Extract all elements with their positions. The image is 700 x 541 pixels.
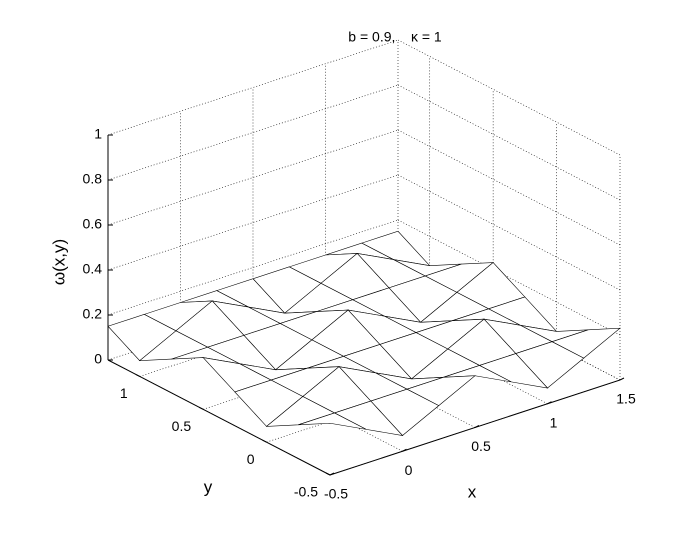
mesh-cell [298,412,367,430]
y-tick-label: 0.5 [172,418,192,434]
grid-line [397,84,621,201]
z-tick-label: 1 [94,126,102,142]
x-tick-label: 0.5 [471,438,491,454]
z-tick-label: 0.6 [83,216,103,232]
tick-mark [198,406,204,410]
tick-mark [329,472,335,476]
chart-title: b = 0.9, κ = 1 [348,29,442,45]
tick-mark [402,448,407,452]
tick-mark [135,373,140,377]
tick-mark [547,401,552,405]
tick-mark [619,377,625,381]
z-tick-label: 0.8 [83,171,103,187]
z-tick-label: 0 [94,351,102,367]
y-axis-label: y [204,477,213,496]
tick-mark [325,472,331,476]
x-tick-label: 1.5 [616,391,636,407]
grid-line [397,39,621,156]
x-tick-label: 1 [550,414,558,430]
y-tick-label: 0 [247,451,255,467]
z-axis-label: ω(x,y) [49,239,68,285]
tick-mark [262,439,267,443]
z-tick-label: 0.4 [83,261,103,277]
y-axis [107,359,331,476]
grid-line [397,129,621,246]
y-tick-label: -0.5 [294,484,318,500]
x-tick-label: -0.5 [324,486,348,502]
x-axis-label: x [468,482,477,501]
tick-mark [474,425,480,428]
y-tick-label: 1 [120,385,128,401]
z-tick-label: 0.2 [83,306,103,322]
x-tick-label: 0 [405,462,413,478]
